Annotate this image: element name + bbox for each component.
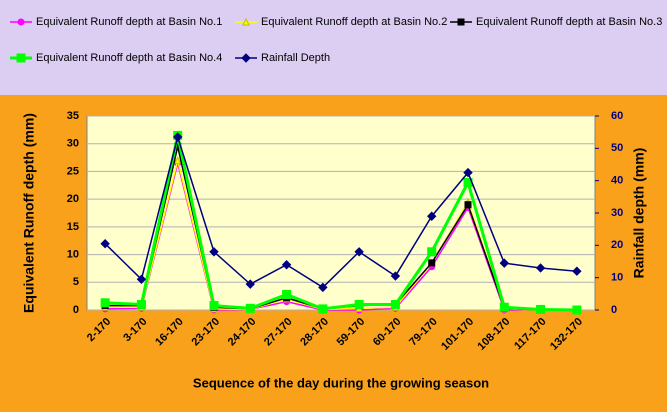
data-point <box>390 299 400 309</box>
y2-tick-label: 50 <box>611 142 623 154</box>
data-point <box>464 201 472 209</box>
y-tick-label: 25 <box>67 165 79 177</box>
data-point <box>499 258 509 268</box>
data-point <box>427 211 437 221</box>
data-point <box>209 247 219 257</box>
data-point <box>428 259 436 267</box>
data-point <box>136 274 147 284</box>
y-axis-label: Equivalent Runoff depth (mm) <box>21 113 37 313</box>
data-point <box>173 132 183 142</box>
legend-marker <box>17 18 25 26</box>
y2-tick-label: 10 <box>611 272 623 284</box>
data-point <box>427 247 437 257</box>
data-point <box>281 260 292 270</box>
legend-marker <box>16 53 26 63</box>
y-tick-label: 0 <box>73 304 79 316</box>
y-tick-label: 15 <box>67 221 79 233</box>
data-point <box>318 282 328 293</box>
legend-label: Equivalent Runoff depth at Basin No.4 <box>36 52 222 64</box>
data-point <box>173 156 182 164</box>
series-line <box>105 135 577 312</box>
plot-area <box>86 115 596 311</box>
data-point <box>245 279 255 289</box>
y-tick-label: 10 <box>67 248 79 260</box>
data-point <box>390 271 401 281</box>
y-tick-label: 30 <box>67 138 79 150</box>
legend-marker <box>457 18 465 26</box>
data-point <box>282 289 292 299</box>
x-axis-label: Sequence of the day during the growing s… <box>193 375 489 390</box>
data-point <box>318 304 328 314</box>
y2-tick-label: 40 <box>611 175 623 187</box>
data-point <box>354 299 364 309</box>
legend-area <box>0 0 667 95</box>
data-point <box>245 303 255 313</box>
y-tick-label: 35 <box>67 110 79 122</box>
legend-marker <box>241 53 251 63</box>
data-point <box>354 247 364 257</box>
series-line <box>104 134 577 289</box>
data-point <box>499 302 509 312</box>
y2-tick-label: 30 <box>611 207 623 219</box>
legend-marker <box>242 17 250 26</box>
y2-tick-label: 0 <box>611 304 617 316</box>
data-point <box>100 239 110 249</box>
data-point <box>572 266 582 276</box>
y2-tick-label: 60 <box>611 110 623 122</box>
legend-label: Rainfall Depth <box>261 52 330 64</box>
data-point <box>136 299 146 309</box>
data-point <box>536 304 546 314</box>
y-tick-label: 5 <box>73 276 79 288</box>
data-point <box>463 167 473 178</box>
legend-label: Equivalent Runoff depth at Basin No.2 <box>261 16 447 28</box>
y2-tick-label: 20 <box>611 239 623 251</box>
data-point <box>209 301 219 311</box>
data-point <box>535 263 546 273</box>
data-point <box>100 298 110 308</box>
y-tick-label: 20 <box>67 193 79 205</box>
legend-label: Equivalent Runoff depth at Basin No.3 <box>476 16 662 28</box>
legend-label: Equivalent Runoff depth at Basin No.1 <box>36 16 222 28</box>
y2-axis-label: Rainfall depth (mm) <box>631 148 647 279</box>
data-point <box>572 305 582 315</box>
